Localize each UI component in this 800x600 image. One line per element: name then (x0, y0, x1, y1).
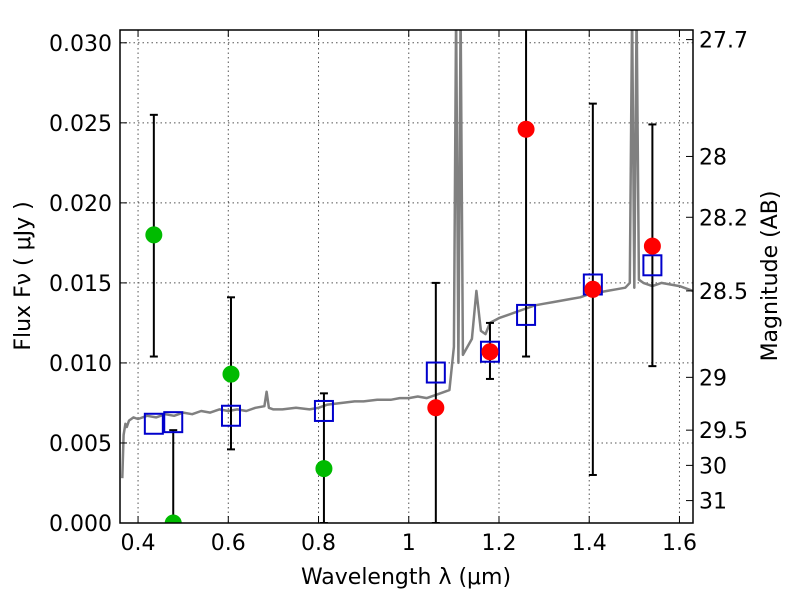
red-point (584, 280, 602, 298)
x-tick-label: 1.4 (572, 531, 607, 556)
right-tick-label: 29 (699, 366, 727, 391)
y-tick-label: 0.020 (49, 192, 112, 217)
green-point (164, 514, 182, 523)
model-point (425, 361, 446, 384)
green-point (222, 365, 240, 383)
x-tick-label: 0.4 (121, 531, 156, 556)
model-point (163, 411, 184, 434)
y-tick-label: 0.015 (49, 272, 112, 297)
red-point (481, 343, 499, 361)
x-tick-label: 0.8 (301, 531, 336, 556)
model-point (516, 303, 537, 326)
x-tick-label: 1.6 (662, 531, 697, 556)
y-axis-right-label: Magnitude (AB) (758, 191, 783, 362)
y-tick-label: 0.030 (49, 32, 112, 57)
sed-spectrum-line (121, 30, 693, 479)
data-layer (121, 30, 693, 523)
plot-frame (119, 29, 694, 524)
y-tick-label: 0.010 (49, 352, 112, 377)
red-point (517, 120, 535, 138)
right-tick-label: 30 (699, 454, 727, 479)
plot-area (120, 30, 693, 523)
x-axis-label: Wavelength λ (μm) (301, 565, 511, 590)
y-axis-label: Flux Fν ( μJy ) (11, 201, 36, 350)
model-point (220, 404, 241, 427)
green-point (315, 460, 333, 478)
red-point (643, 237, 661, 255)
right-tick-label: 29.5 (699, 419, 748, 444)
right-tick-label: 28.5 (699, 280, 748, 305)
x-tick-label: 1.2 (481, 531, 516, 556)
x-tick-label: 1 (402, 531, 416, 556)
model-point (479, 340, 500, 363)
y-tick-label: 0.005 (49, 432, 112, 457)
right-tick-label: 28 (699, 145, 727, 170)
right-tick-label: 27.7 (699, 29, 748, 54)
model-point (143, 412, 164, 435)
right-tick-label: 28.2 (699, 206, 748, 231)
model-point (313, 399, 334, 422)
y-tick-label: 0.025 (49, 112, 112, 137)
green-point (145, 226, 163, 244)
model-point (642, 254, 663, 277)
x-tick-label: 0.6 (211, 531, 246, 556)
right-tick-label: 31 (699, 490, 727, 515)
axis-ticks: 0.4 0.6 0.8 1 1.2 1.4 1.6 0.000 0.005 0.010 0.015 0… (49, 29, 748, 556)
y-tick-label: 0.000 (49, 512, 112, 537)
red-point (427, 399, 445, 417)
